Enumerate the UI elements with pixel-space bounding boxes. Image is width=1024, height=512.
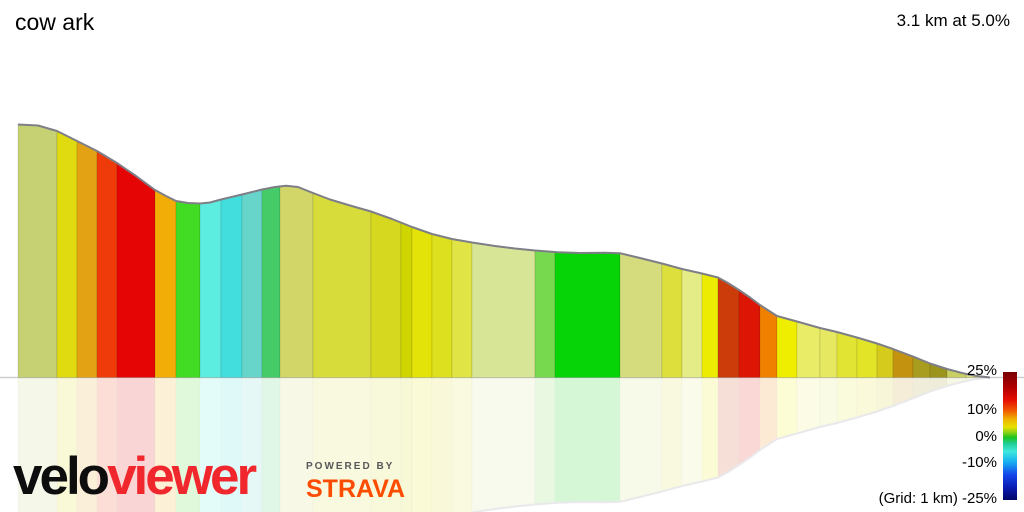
profile-line — [469, 376, 991, 512]
gradient-segment — [662, 377, 682, 492]
powered-by-label: POWERED BY — [306, 461, 395, 472]
gradient-segment — [739, 377, 760, 465]
page-title: cow ark — [15, 9, 95, 35]
gradient-segment — [312, 192, 372, 378]
gradient-segment — [535, 377, 555, 505]
gradient-segment — [893, 377, 913, 406]
gradient-segment — [116, 162, 156, 378]
gradient-segment — [17, 123, 58, 378]
strava-logo: STRAVA — [306, 475, 406, 503]
veloviewer-logo-velo: velo — [13, 447, 110, 506]
gradient-segment — [242, 377, 262, 512]
gradient-segment — [913, 377, 930, 399]
legend-label: 25% — [966, 362, 997, 379]
legend-label: (Grid: 1 km) -25% — [878, 490, 997, 507]
gradient-segment — [280, 377, 313, 512]
gradient-segment — [682, 377, 702, 486]
gradient-segment — [221, 377, 242, 512]
gradient-segment — [96, 150, 118, 378]
gradient-segment — [702, 377, 718, 482]
profile-area — [17, 123, 991, 379]
gradient-segment — [432, 377, 452, 512]
legend-label: 10% — [966, 401, 997, 418]
gradient-segment — [472, 377, 535, 512]
gradient-segment — [619, 252, 663, 378]
gradient-segment — [176, 377, 200, 512]
gradient-segment — [947, 377, 966, 386]
gradient-segment — [718, 377, 739, 478]
gradient-segment — [760, 377, 777, 450]
gradient-segment — [262, 377, 280, 512]
gradient-segment — [261, 185, 281, 378]
gradient-segment — [857, 377, 877, 418]
gradient-segment — [370, 210, 402, 378]
gradient-segment — [77, 377, 97, 512]
gradient-segment — [966, 377, 983, 382]
gradient-segment — [471, 241, 536, 378]
gradient-segment — [117, 377, 155, 512]
gradient-segment — [877, 377, 893, 412]
gradient-segment — [401, 377, 412, 512]
gradient-legend-bar — [1003, 372, 1017, 500]
gradient-segment — [819, 327, 838, 378]
gradient-segment — [796, 320, 821, 378]
legend-label: -10% — [961, 454, 997, 471]
gradient-segment — [620, 377, 662, 502]
gradient-segment — [371, 377, 401, 512]
gradient-segment — [200, 377, 221, 512]
gradient-segment — [837, 377, 857, 423]
gradient-segment — [777, 377, 797, 439]
profile-line — [17, 123, 991, 379]
gradient-segment — [412, 377, 432, 512]
profile-reflection — [18, 376, 991, 512]
gradient-segment — [681, 268, 703, 378]
gradient-segment — [57, 377, 77, 512]
gradient-segment — [431, 233, 453, 378]
gradient-segment — [241, 188, 263, 378]
strava-attribution[interactable]: POWERED BY STRAVA — [306, 461, 405, 504]
gradient-segment — [836, 331, 858, 378]
gradient-segment — [717, 276, 740, 378]
gradient-segment — [820, 377, 837, 427]
gradient-segment — [154, 189, 177, 378]
gradient-segment — [451, 238, 473, 378]
gradient-segment — [155, 377, 176, 512]
gradient-segment — [76, 140, 98, 378]
gradient-segment — [534, 249, 556, 378]
gradient-segment — [701, 272, 719, 378]
gradient-segment — [452, 377, 472, 512]
gradient-segment — [313, 377, 371, 512]
gradient-segment — [220, 193, 243, 378]
gradient-segment — [175, 200, 201, 378]
gradient-segment — [56, 130, 78, 378]
gradient-segment — [279, 185, 314, 378]
gradient-segment — [759, 304, 778, 378]
gradient-segment — [554, 251, 621, 378]
gradient-segment — [797, 377, 820, 434]
veloviewer-logo[interactable]: veloviewer — [13, 447, 257, 506]
gradient-segment — [661, 262, 683, 378]
gradient-segment — [400, 221, 413, 378]
gradient-segment — [411, 226, 433, 378]
gradient-segment — [776, 315, 798, 378]
gradient-segment — [930, 377, 947, 392]
gradient-segment — [18, 377, 57, 512]
gradient-segment — [97, 377, 117, 512]
legend-label: 0% — [975, 428, 997, 445]
veloviewer-logo-viewer: viewer — [107, 447, 257, 506]
gradient-segment — [199, 198, 222, 378]
summary-stats: 3.1 km at 5.0% — [896, 11, 1010, 30]
gradient-segment — [555, 377, 620, 503]
